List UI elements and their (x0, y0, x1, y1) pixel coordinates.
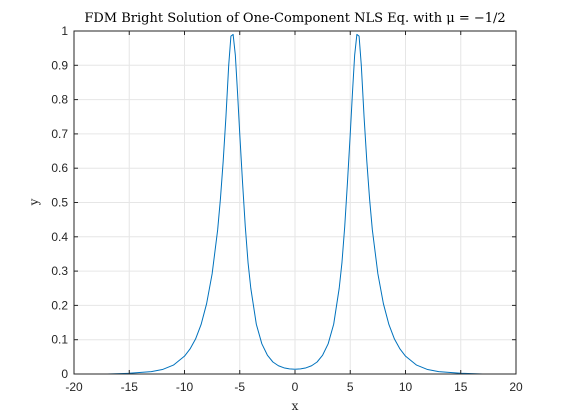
chart-title: FDM Bright Solution of One-Component NLS… (84, 11, 505, 26)
x-tick-label: -5 (234, 380, 245, 394)
x-tick-label: 20 (509, 380, 523, 394)
y-tick-label: 0.2 (51, 298, 68, 312)
x-tick-label: 15 (454, 380, 468, 394)
series-line (74, 33, 516, 375)
x-tick-label: -15 (121, 380, 139, 394)
grid (73, 30, 517, 375)
x-axis-label: x (292, 399, 299, 413)
y-tick-label: 0.8 (51, 93, 68, 107)
x-tick-label: 10 (399, 380, 413, 394)
y-tick-label: 0.3 (51, 264, 68, 278)
y-tick-label: 0.6 (51, 161, 68, 175)
x-tick-label: -20 (65, 380, 83, 394)
y-axis-label: y (27, 198, 41, 206)
x-tick-label: 0 (292, 380, 299, 394)
y-tick-label: 0.9 (51, 58, 68, 72)
tick-marks (73, 30, 517, 375)
plot-series (74, 33, 516, 375)
y-tick-label: 0.1 (51, 333, 68, 347)
x-tick-label: 5 (347, 380, 354, 394)
x-tick-labels: -20 -15 -10 -5 0 5 10 15 20 (65, 380, 523, 394)
y-tick-label: 0.4 (51, 230, 68, 244)
x-tick-label: -10 (176, 380, 194, 394)
y-tick-label: 0 (61, 367, 68, 381)
y-tick-label: 0.5 (51, 196, 68, 210)
y-tick-labels: 0 0.1 0.2 0.3 0.4 0.5 0.6 0.7 0.8 0.9 1 (51, 24, 68, 381)
y-tick-label: 0.7 (51, 127, 68, 141)
y-tick-label: 1 (61, 24, 68, 38)
